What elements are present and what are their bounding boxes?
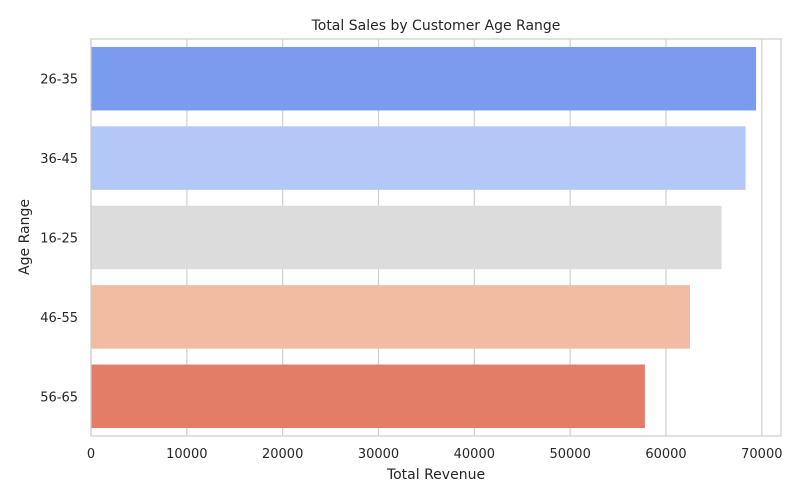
y-tick-label: 36-45 <box>40 152 78 167</box>
x-tick-label: 0 <box>87 447 95 462</box>
y-tick-label: 46-55 <box>40 311 78 326</box>
x-tick-label: 50000 <box>549 447 590 462</box>
x-tick-label: 60000 <box>645 447 686 462</box>
bar-16-25 <box>91 205 722 270</box>
x-tick-label: 10000 <box>166 447 207 462</box>
y-tick-label: 26-35 <box>40 73 78 88</box>
bar-36-45 <box>91 126 746 190</box>
x-tick-label: 70000 <box>741 447 782 462</box>
y-tick-label: 56-65 <box>40 390 78 405</box>
bars <box>91 46 757 429</box>
bar-56-65 <box>91 364 645 429</box>
x-tick-labels: 0 10000 20000 30000 40000 50000 60000 70000 <box>87 447 783 462</box>
y-tick-labels: 26-35 36-45 16-25 46-55 56-65 <box>40 73 78 406</box>
chart-title: Total Sales by Customer Age Range <box>311 18 561 34</box>
bar-26-35 <box>91 46 757 111</box>
x-tick-label: 30000 <box>358 447 399 462</box>
plot-frame <box>90 38 782 437</box>
y-tick-label: 16-25 <box>40 232 78 247</box>
x-axis-label: Total Revenue <box>386 467 485 483</box>
bar-46-55 <box>91 285 690 349</box>
y-axis-label: Age Range <box>17 199 33 275</box>
x-tick-label: 20000 <box>262 447 303 462</box>
x-tick-label: 40000 <box>454 447 495 462</box>
